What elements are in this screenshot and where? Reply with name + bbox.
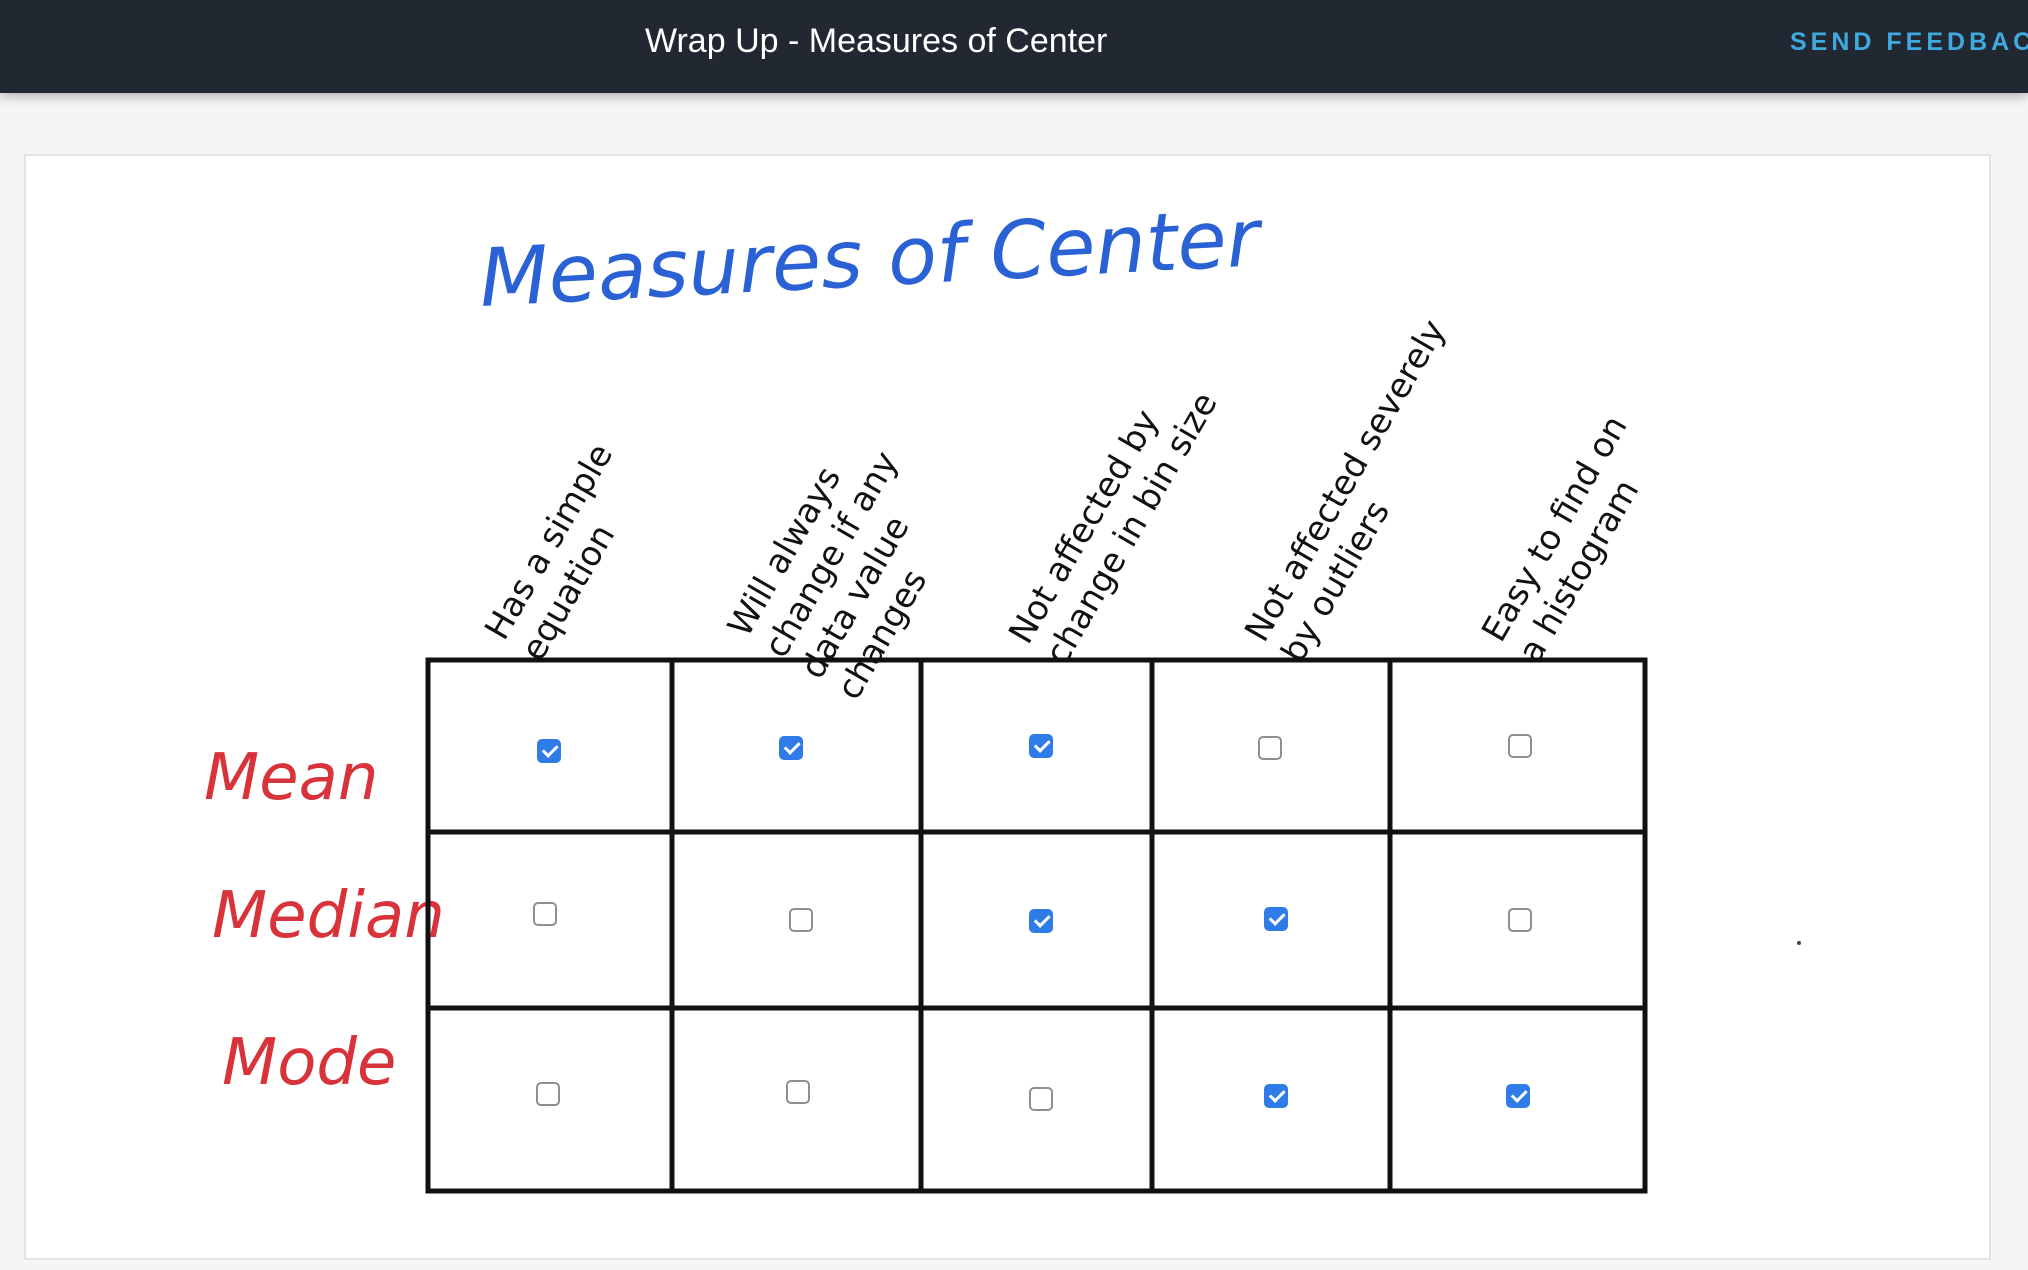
row-label-mode: Mode [222,1026,396,1100]
column-header-1: Has a simple equation [477,428,663,668]
row-label-mean: Mean [204,741,378,815]
column-header-3: Not affected by change in bin size [1001,365,1226,672]
page-title: Wrap Up - Measures of Center [645,22,1108,60]
checkbox-median-histogram[interactable] [1508,908,1532,932]
figure-title: Measures of Center [477,191,1267,325]
column-header-4: Not affected severely by outliers [1237,304,1496,670]
checkbox-mean-bin-size[interactable] [1029,734,1053,758]
checkbox-median-bin-size[interactable] [1029,909,1053,933]
checkbox-mean-always-changes[interactable] [779,736,803,760]
table-grid [425,657,1648,1194]
content-panel: Measures of Center Has a simple equation… [24,154,1991,1260]
checkbox-mode-outliers[interactable] [1264,1084,1288,1108]
send-feedback-button[interactable]: SEND FEEDBACK [1790,28,2028,56]
checkbox-mode-bin-size[interactable] [1029,1087,1053,1111]
row-label-median: Median [212,879,445,953]
top-bar: Wrap Up - Measures of Center SEND FEEDBA… [0,0,2028,93]
checkbox-mode-always-changes[interactable] [786,1080,810,1104]
stray-dot [1797,941,1801,945]
checkbox-mean-simple-equation[interactable] [537,739,561,763]
measures-table-drawing: Measures of Center Has a simple equation… [204,191,1677,1194]
checkbox-median-simple-equation[interactable] [533,902,557,926]
checkbox-mean-outliers[interactable] [1258,736,1282,760]
column-header-5: Easy to find on a histogram [1474,400,1677,670]
checkbox-median-always-changes[interactable] [789,908,813,932]
checkbox-mode-simple-equation[interactable] [536,1082,560,1106]
checkbox-mean-histogram[interactable] [1508,734,1532,758]
checkbox-median-outliers[interactable] [1264,907,1288,931]
column-header-2: Will always change if any data value cha… [720,414,985,706]
checkbox-mode-histogram[interactable] [1506,1084,1530,1108]
